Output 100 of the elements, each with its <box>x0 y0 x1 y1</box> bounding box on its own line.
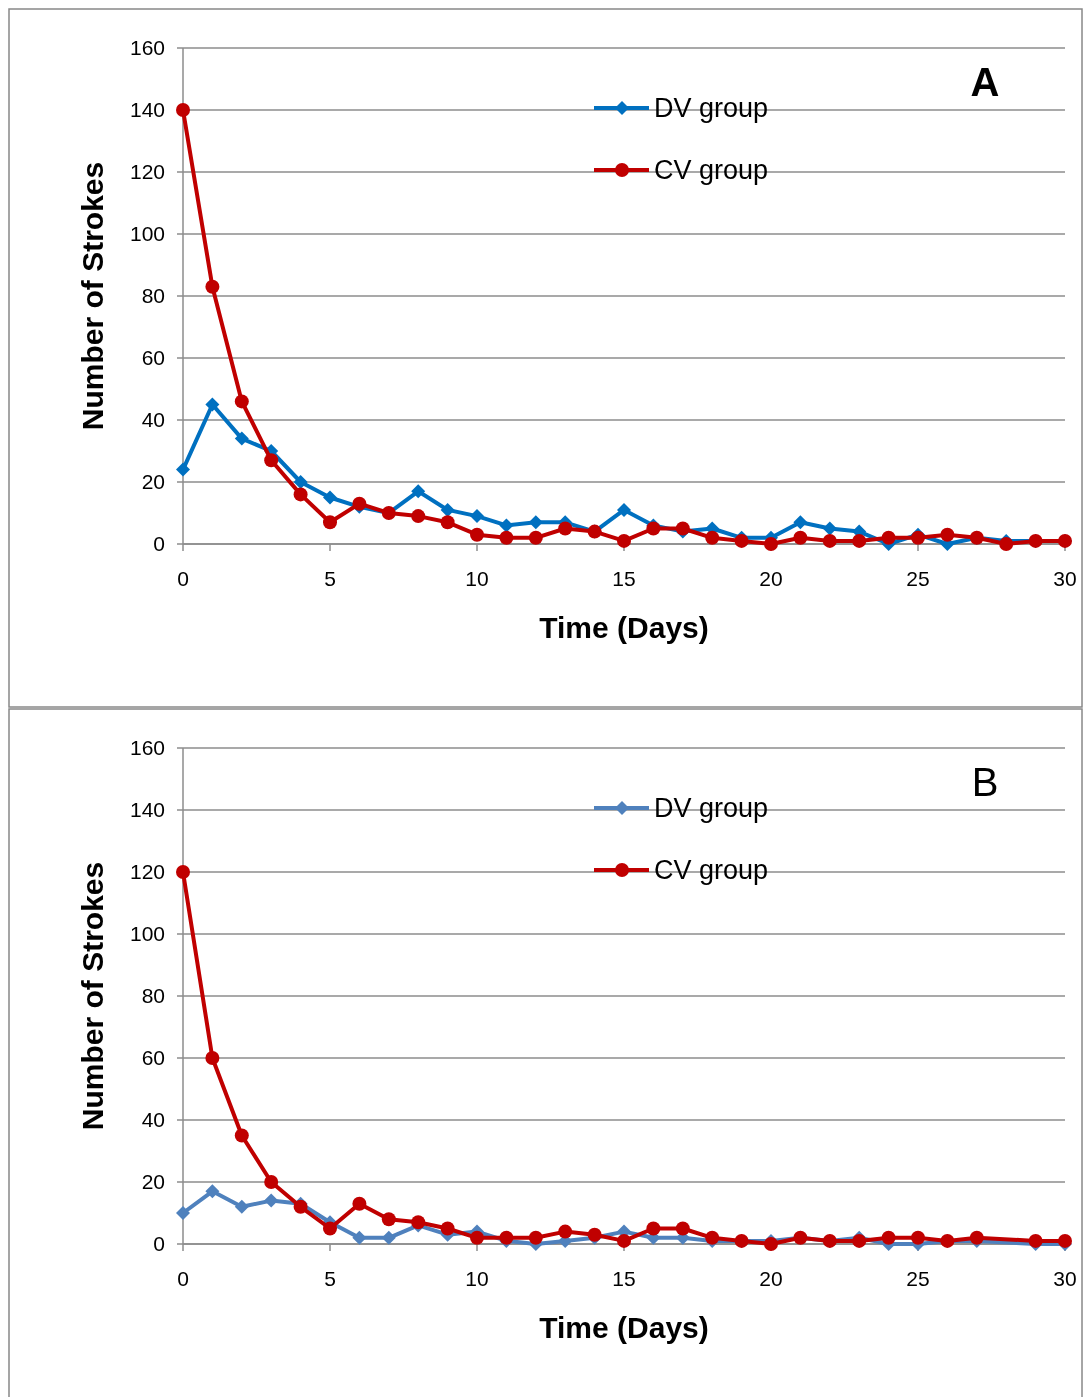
point <box>470 527 484 542</box>
point <box>440 1221 455 1236</box>
point <box>234 1128 249 1143</box>
point <box>234 431 249 446</box>
point <box>470 509 484 524</box>
point <box>205 1051 220 1065</box>
point <box>881 1230 896 1245</box>
point <box>323 490 337 505</box>
legend-label: DV group <box>654 93 769 124</box>
y-tick-label: 0 <box>153 532 165 556</box>
x-tick-label: 0 <box>177 567 189 590</box>
point <box>881 530 896 545</box>
point <box>411 509 426 524</box>
point <box>646 1221 661 1236</box>
y-tick-label: 60 <box>141 346 165 370</box>
x-tick-label: 0 <box>177 1267 189 1290</box>
point <box>822 521 837 536</box>
y-tick-label: 40 <box>141 408 165 432</box>
annotation: A <box>970 60 1000 104</box>
point <box>205 397 220 412</box>
legend-label: CV group <box>654 855 769 886</box>
x-tick-label: 20 <box>759 567 783 590</box>
point <box>940 527 955 542</box>
point <box>852 533 867 548</box>
x-tick-label: 5 <box>324 567 336 590</box>
point <box>528 1230 543 1245</box>
point <box>176 865 190 879</box>
point <box>675 1221 690 1236</box>
x-tick-label: 15 <box>612 1267 636 1290</box>
y-tick-label: 120 <box>129 160 165 184</box>
point <box>440 515 455 530</box>
annotation: B <box>971 760 999 804</box>
y-tick-label: 140 <box>129 798 165 822</box>
point <box>381 1212 396 1227</box>
y-tick-label: 100 <box>129 222 165 246</box>
point <box>264 1175 279 1189</box>
x-axis-title: Time (Days) <box>539 611 709 644</box>
point <box>264 453 279 468</box>
point <box>528 530 543 545</box>
y-tick-label: 120 <box>129 860 165 884</box>
point <box>234 1199 249 1214</box>
y-tick-label: 80 <box>141 984 165 1008</box>
point <box>528 515 543 530</box>
point <box>293 475 308 489</box>
legend-label: DV group <box>654 793 769 824</box>
y-tick-label: 40 <box>141 1108 165 1132</box>
point <box>705 530 720 545</box>
x-tick-label: 25 <box>906 567 930 590</box>
x-axis-title: Time (Days) <box>539 1311 709 1344</box>
y-tick-label: 140 <box>129 98 165 122</box>
point <box>617 1233 631 1248</box>
point <box>176 103 190 117</box>
point <box>764 1237 778 1251</box>
point <box>999 537 1014 551</box>
point <box>293 487 308 502</box>
point <box>499 530 514 545</box>
x-tick-label: 30 <box>1053 567 1077 590</box>
point <box>1028 1233 1043 1248</box>
point <box>793 530 808 545</box>
y-axis-title: Number of Strokes <box>76 861 109 1131</box>
point <box>323 515 337 530</box>
x-tick-label: 25 <box>906 1267 930 1290</box>
point <box>764 537 778 551</box>
point <box>352 1230 367 1245</box>
point <box>381 1230 396 1245</box>
y-tick-label: 160 <box>129 736 165 760</box>
point <box>617 502 631 517</box>
point <box>205 279 220 294</box>
point <box>234 394 249 409</box>
point <box>558 1224 573 1239</box>
y-axis-title: Number of Strokes <box>76 161 109 431</box>
y-tick-label: 80 <box>141 284 165 308</box>
x-tick-label: 5 <box>324 1267 336 1290</box>
point <box>176 462 190 477</box>
y-tick-label: 20 <box>141 1170 165 1194</box>
point <box>793 515 808 530</box>
point <box>440 502 455 517</box>
point <box>617 533 631 548</box>
x-tick-label: 10 <box>465 567 489 590</box>
point <box>499 518 514 533</box>
x-tick-label: 20 <box>759 1267 783 1290</box>
point <box>205 1184 220 1199</box>
point <box>411 484 426 499</box>
point <box>352 1196 367 1211</box>
x-tick-label: 30 <box>1053 1267 1077 1290</box>
y-tick-label: 0 <box>153 1232 165 1256</box>
point <box>822 533 837 548</box>
point <box>1058 1233 1072 1248</box>
point <box>470 1230 484 1245</box>
x-tick-label: 10 <box>465 1267 489 1290</box>
point <box>264 1193 279 1208</box>
point <box>323 1221 337 1236</box>
point <box>558 521 573 536</box>
point <box>176 1206 190 1220</box>
legend-label: CV group <box>654 155 769 186</box>
y-tick-label: 20 <box>141 470 165 494</box>
y-tick-label: 60 <box>141 1046 165 1070</box>
y-tick-label: 160 <box>129 36 165 60</box>
x-tick-label: 15 <box>612 567 636 590</box>
point <box>911 1230 925 1245</box>
